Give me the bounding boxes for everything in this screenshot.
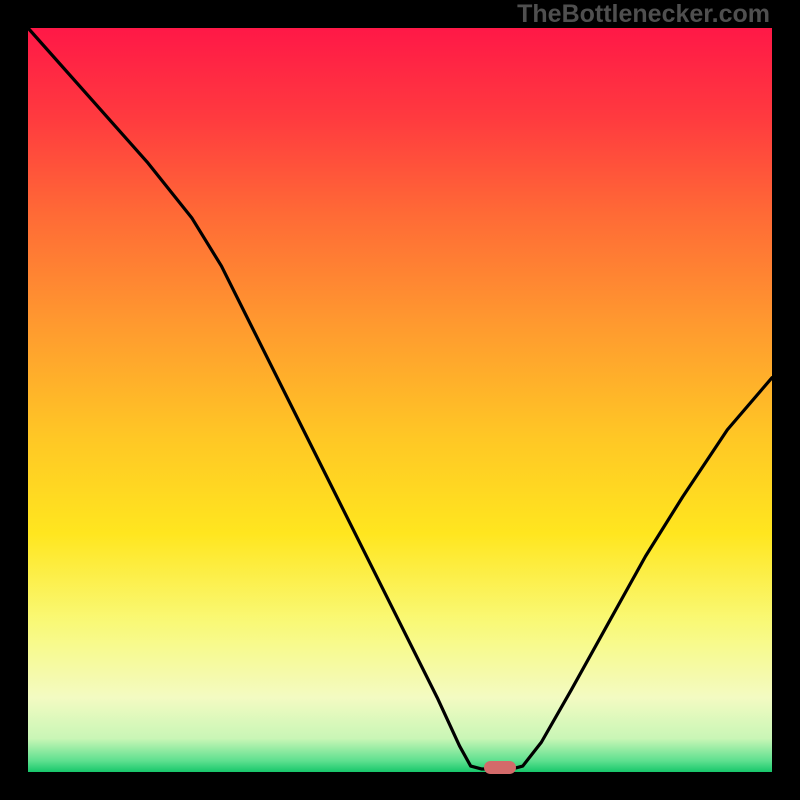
chart-container: TheBottlenecker.com (0, 0, 800, 800)
watermark-text: TheBottlenecker.com (517, 0, 770, 29)
minimum-marker (484, 761, 516, 774)
plot-area (28, 28, 772, 772)
